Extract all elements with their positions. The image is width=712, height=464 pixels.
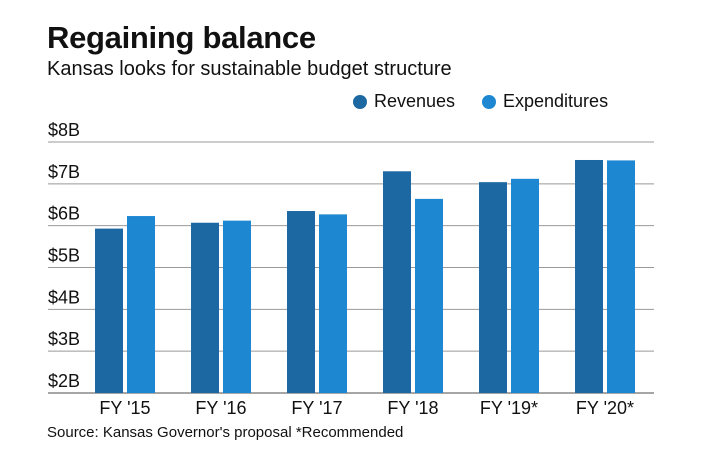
y-tick-label: $6B xyxy=(48,204,80,224)
x-tick-label: FY '15 xyxy=(99,398,150,418)
chart-subtitle: Kansas looks for sustainable budget stru… xyxy=(47,58,452,80)
bar-expenditures xyxy=(223,220,251,393)
bar-expenditures xyxy=(607,160,635,393)
legend-expenditures: Expenditures xyxy=(482,91,608,112)
x-tick-label: FY '17 xyxy=(291,398,342,418)
bar-expenditures xyxy=(415,198,443,393)
source-note: Source: Kansas Governor's proposal *Reco… xyxy=(47,424,404,441)
legend-revenues-label: Revenues xyxy=(374,91,456,111)
chart-title: Regaining balance xyxy=(47,20,316,55)
bar-revenues xyxy=(191,222,219,393)
y-tick-label: $2B xyxy=(48,371,80,391)
bar-revenues xyxy=(95,228,123,393)
y-tick-label: $3B xyxy=(48,329,80,349)
bar-expenditures xyxy=(511,178,539,393)
y-tick-label: $8B xyxy=(48,120,80,140)
x-tick-label: FY '18 xyxy=(387,398,438,418)
bar-expenditures xyxy=(319,214,347,393)
legend-revenues-marker xyxy=(353,94,367,109)
legend-expenditures-label: Expenditures xyxy=(503,91,609,111)
bar-revenues xyxy=(383,171,411,393)
legend-revenues: Revenues xyxy=(353,91,455,112)
bar-revenues xyxy=(575,159,603,393)
bar-revenues xyxy=(479,182,507,393)
x-tick-label: FY '16 xyxy=(195,398,246,418)
y-tick-label: $7B xyxy=(48,162,80,182)
bar-revenues xyxy=(287,211,315,393)
y-tick-label: $4B xyxy=(48,287,80,307)
x-tick-label: FY '20* xyxy=(576,398,634,418)
legend-expenditures-marker xyxy=(482,94,496,109)
x-tick-label: FY '19* xyxy=(480,398,538,418)
bar-expenditures xyxy=(127,216,155,393)
y-tick-label: $5B xyxy=(48,246,80,266)
